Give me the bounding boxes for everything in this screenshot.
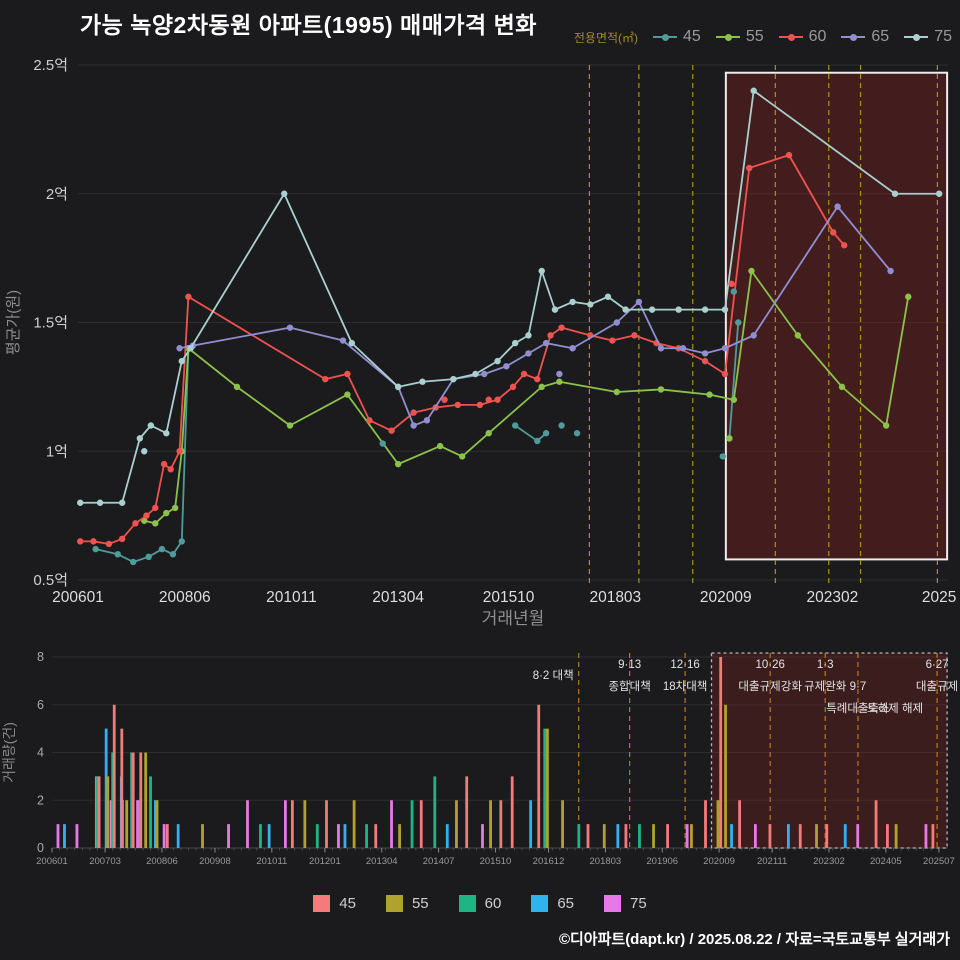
svg-text:8·2 대책: 8·2 대책 bbox=[533, 668, 574, 682]
svg-text:18차대책: 18차대책 bbox=[663, 679, 708, 693]
svg-text:201803: 201803 bbox=[589, 589, 641, 606]
svg-text:202111: 202111 bbox=[757, 856, 787, 867]
svg-text:거래량(건): 거래량(건) bbox=[1, 722, 17, 783]
area-legend-label: 전용면적(㎡) bbox=[573, 30, 639, 45]
volume-legend: 45 55 60 65 75 bbox=[0, 895, 960, 912]
svg-text:대출규제강화: 대출규제강화 bbox=[738, 680, 802, 693]
legend-swatch-icon bbox=[604, 895, 622, 912]
legend-item-label: 45 bbox=[339, 895, 356, 912]
svg-text:평균가(원): 평균가(원) bbox=[5, 290, 22, 355]
area-legend-item-75[interactable]: 75 bbox=[904, 28, 952, 46]
price-line-chart: 0.5억 1억 1.5억 2억 2.5억 200601 200806 201011 201304… bbox=[5, 57, 956, 628]
svg-text:202302: 202302 bbox=[807, 589, 859, 606]
volume-legend-item-45[interactable]: 45 bbox=[313, 895, 356, 912]
legend-line-icon bbox=[715, 33, 740, 41]
area-legend-item-65[interactable]: 65 bbox=[841, 28, 889, 46]
svg-text:200601: 200601 bbox=[52, 589, 104, 606]
svg-text:4: 4 bbox=[37, 746, 44, 760]
volume-legend-item-60[interactable]: 60 bbox=[458, 895, 502, 912]
svg-text:201011: 201011 bbox=[266, 589, 317, 606]
svg-text:토허제 해제: 토허제 해제 bbox=[867, 702, 923, 715]
svg-text:202009: 202009 bbox=[703, 856, 735, 867]
svg-text:201510: 201510 bbox=[483, 589, 535, 606]
legend-item-label: 55 bbox=[411, 895, 429, 912]
legend-item-label: 55 bbox=[745, 28, 764, 45]
svg-text:201304: 201304 bbox=[366, 856, 398, 867]
svg-text:202507: 202507 bbox=[923, 856, 955, 867]
svg-text:1·3: 1·3 bbox=[817, 659, 834, 671]
svg-text:201906: 201906 bbox=[646, 856, 678, 867]
svg-text:대출규제: 대출규제 bbox=[916, 680, 958, 693]
svg-text:9·13: 9·13 bbox=[618, 659, 641, 671]
svg-text:201407: 201407 bbox=[423, 856, 455, 867]
svg-text:200908: 200908 bbox=[199, 856, 231, 867]
legend-item-label: 45 bbox=[683, 28, 701, 45]
svg-text:201612: 201612 bbox=[533, 856, 565, 867]
svg-text:0: 0 bbox=[37, 841, 44, 855]
svg-text:0.5억: 0.5억 bbox=[33, 572, 68, 589]
area-legend-item-60[interactable]: 60 bbox=[778, 28, 827, 46]
svg-text:6: 6 bbox=[37, 698, 44, 712]
svg-text:201304: 201304 bbox=[372, 589, 424, 606]
svg-text:9·7: 9·7 bbox=[850, 681, 867, 693]
svg-text:202009: 202009 bbox=[700, 589, 752, 606]
footer-credit: ©디아파트(dapt.kr) / 2025.08.22 / 자료=국토교통부 실… bbox=[558, 931, 950, 948]
svg-text:규제완화: 규제완화 bbox=[804, 680, 847, 693]
svg-text:2025: 2025 bbox=[922, 589, 956, 606]
legend-item-label: 65 bbox=[557, 895, 575, 912]
svg-text:특례대출축소: 특례대출축소 bbox=[826, 702, 889, 715]
svg-text:8: 8 bbox=[37, 650, 44, 664]
legend-swatch-icon bbox=[531, 895, 549, 912]
legend-item-label: 60 bbox=[484, 895, 502, 912]
legend-swatch-icon bbox=[313, 895, 331, 912]
svg-text:거래년월: 거래년월 bbox=[482, 609, 545, 628]
svg-text:202302: 202302 bbox=[813, 856, 845, 867]
legend-line-icon bbox=[778, 33, 803, 41]
svg-text:10·26: 10·26 bbox=[755, 659, 784, 671]
area-legend: 전용면적(㎡) 45 55 60 65 75 bbox=[574, 28, 952, 46]
svg-text:12·16: 12·16 bbox=[670, 659, 699, 671]
svg-text:2.5억: 2.5억 bbox=[33, 57, 68, 74]
legend-swatch-icon bbox=[385, 895, 403, 912]
area-legend-item-45[interactable]: 45 bbox=[653, 28, 701, 46]
svg-text:202405: 202405 bbox=[870, 856, 902, 867]
volume-legend-item-65[interactable]: 65 bbox=[531, 895, 574, 912]
svg-text:200806: 200806 bbox=[146, 856, 178, 867]
svg-text:2: 2 bbox=[37, 793, 44, 807]
svg-text:201011: 201011 bbox=[256, 856, 287, 867]
svg-text:200806: 200806 bbox=[159, 589, 211, 606]
svg-text:2억: 2억 bbox=[46, 186, 68, 203]
legend-item-label: 75 bbox=[934, 28, 952, 45]
legend-line-icon bbox=[653, 33, 678, 41]
legend-line-icon bbox=[841, 33, 866, 41]
svg-text:201803: 201803 bbox=[590, 856, 622, 867]
svg-text:6·27: 6·27 bbox=[926, 659, 949, 671]
svg-text:1.5억: 1.5억 bbox=[33, 315, 68, 332]
legend-swatch-icon bbox=[458, 895, 476, 912]
svg-text:200601: 200601 bbox=[36, 856, 68, 867]
volume-legend-item-55[interactable]: 55 bbox=[385, 895, 429, 912]
svg-text:200703: 200703 bbox=[89, 856, 121, 867]
legend-line-icon bbox=[904, 33, 929, 41]
svg-text:종합대책: 종합대책 bbox=[608, 679, 650, 693]
svg-text:201201: 201201 bbox=[309, 856, 341, 867]
legend-item-label: 65 bbox=[871, 28, 890, 45]
legend-item-label: 75 bbox=[630, 895, 647, 912]
svg-text:1억: 1억 bbox=[46, 443, 68, 460]
legend-item-label: 60 bbox=[808, 28, 827, 45]
area-legend-item-55[interactable]: 55 bbox=[715, 28, 764, 46]
volume-bar-chart: 0 2 4 6 8 8·2 대책 9·13 종합대책 12·16 18차대책 10·26 대출규제강화… bbox=[1, 650, 958, 867]
page-title: 가능 녹양2차동원 아파트(1995) 매매가격 변화 bbox=[80, 12, 537, 38]
svg-text:201510: 201510 bbox=[480, 856, 512, 867]
volume-legend-item-75[interactable]: 75 bbox=[604, 895, 647, 912]
